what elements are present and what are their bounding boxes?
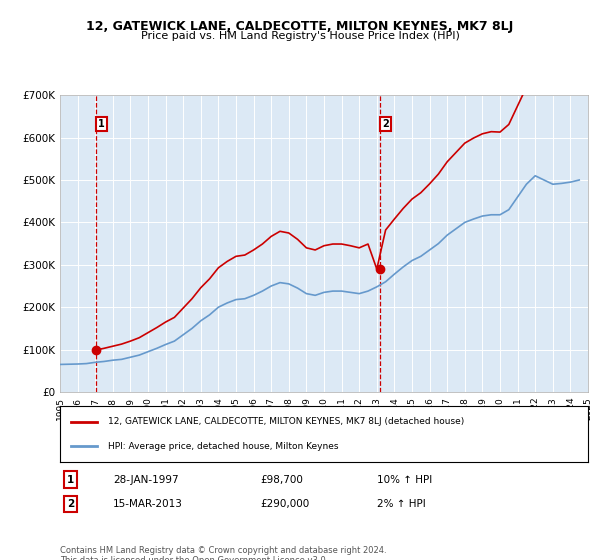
Text: 2: 2 [67, 499, 74, 509]
Text: 12, GATEWICK LANE, CALDECOTTE, MILTON KEYNES, MK7 8LJ: 12, GATEWICK LANE, CALDECOTTE, MILTON KE… [86, 20, 514, 32]
Text: 28-JAN-1997: 28-JAN-1997 [113, 474, 178, 484]
Text: 1: 1 [67, 474, 74, 484]
Text: 2: 2 [382, 119, 389, 129]
Text: Contains HM Land Registry data © Crown copyright and database right 2024.
This d: Contains HM Land Registry data © Crown c… [60, 546, 386, 560]
Text: £290,000: £290,000 [260, 499, 310, 509]
Text: £98,700: £98,700 [260, 474, 304, 484]
Text: 10% ↑ HPI: 10% ↑ HPI [377, 474, 432, 484]
Text: 15-MAR-2013: 15-MAR-2013 [113, 499, 182, 509]
Text: 1: 1 [98, 119, 105, 129]
Text: Price paid vs. HM Land Registry's House Price Index (HPI): Price paid vs. HM Land Registry's House … [140, 31, 460, 41]
Text: HPI: Average price, detached house, Milton Keynes: HPI: Average price, detached house, Milt… [107, 442, 338, 451]
Text: 2% ↑ HPI: 2% ↑ HPI [377, 499, 425, 509]
Text: 12, GATEWICK LANE, CALDECOTTE, MILTON KEYNES, MK7 8LJ (detached house): 12, GATEWICK LANE, CALDECOTTE, MILTON KE… [107, 417, 464, 426]
